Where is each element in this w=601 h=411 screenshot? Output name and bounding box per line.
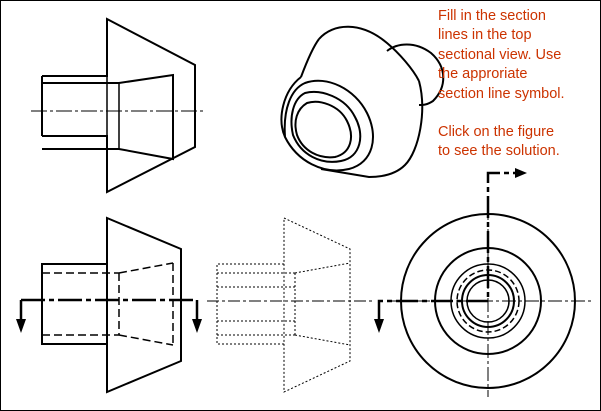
instruction-line: section line symbol. (438, 85, 565, 102)
top-sectional-view (41, 17, 196, 194)
instruction-line: sectional view. Use (438, 46, 562, 63)
end-cutting-arrow-right (515, 168, 527, 178)
instructions-text: Fill in the section lines in the top sec… (438, 7, 600, 162)
instruction-line: the approriate (438, 66, 528, 83)
instruction-line: Fill in the section (438, 8, 546, 24)
click-instruction-line: Click on the figure (438, 124, 555, 141)
click-instruction-line: to see the solution. (438, 143, 560, 160)
isometric-pictorial (280, 25, 445, 179)
end-cutting-arrow-down (374, 319, 384, 333)
front-cutting-plane-line (19, 298, 199, 319)
front-view-hidden-lines (42, 262, 174, 346)
front-view (41, 216, 182, 394)
end-cutting-plane-line (377, 171, 515, 319)
front-cutting-arrow-left (16, 319, 26, 333)
phantom-view (216, 217, 351, 393)
instruction-line: lines in the top (438, 27, 532, 44)
sectional-outline (42, 17, 196, 194)
sectional-bore (42, 73, 174, 161)
front-cutting-arrow-right (192, 319, 202, 333)
